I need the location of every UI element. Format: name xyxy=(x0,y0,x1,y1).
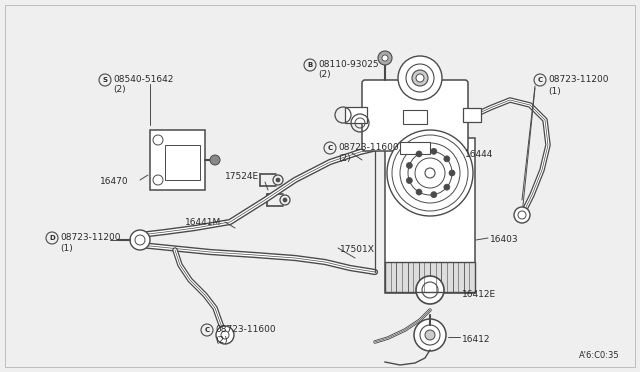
Text: 08723-11200: 08723-11200 xyxy=(60,233,120,242)
Circle shape xyxy=(276,178,280,182)
Text: 08723-11600: 08723-11600 xyxy=(215,325,276,334)
Text: (2): (2) xyxy=(113,85,125,94)
Bar xyxy=(441,262,452,292)
FancyBboxPatch shape xyxy=(362,80,468,151)
Bar xyxy=(150,130,205,190)
Circle shape xyxy=(283,198,287,202)
Text: (2): (2) xyxy=(338,154,351,163)
Circle shape xyxy=(416,276,444,304)
Bar xyxy=(452,262,464,292)
Text: S: S xyxy=(102,77,108,83)
Text: B: B xyxy=(307,62,312,68)
Bar xyxy=(385,138,475,293)
Circle shape xyxy=(444,184,450,190)
Circle shape xyxy=(431,148,437,154)
Circle shape xyxy=(130,230,150,250)
Bar xyxy=(464,262,475,292)
Circle shape xyxy=(406,163,412,169)
Text: 08723-11600: 08723-11600 xyxy=(338,143,399,152)
Circle shape xyxy=(416,151,422,157)
Bar xyxy=(403,110,427,124)
Circle shape xyxy=(444,156,450,162)
Bar xyxy=(165,145,200,180)
Bar xyxy=(385,262,396,292)
Circle shape xyxy=(425,330,435,340)
Circle shape xyxy=(210,155,220,165)
Circle shape xyxy=(416,189,422,195)
Bar xyxy=(430,262,441,292)
Text: (1): (1) xyxy=(548,87,561,96)
Bar xyxy=(419,262,430,292)
Text: 08540-51642: 08540-51642 xyxy=(113,75,173,84)
Bar xyxy=(385,262,475,292)
Text: (1): (1) xyxy=(60,244,73,253)
Text: 16403: 16403 xyxy=(490,235,518,244)
Text: 17524E: 17524E xyxy=(225,172,259,181)
Text: 16470: 16470 xyxy=(100,177,129,186)
Circle shape xyxy=(398,56,442,100)
Text: D: D xyxy=(49,235,55,241)
Circle shape xyxy=(382,55,388,61)
Circle shape xyxy=(514,207,530,223)
Text: (2): (2) xyxy=(215,336,228,345)
Text: C: C xyxy=(538,77,543,83)
Bar xyxy=(396,262,408,292)
Text: C: C xyxy=(204,327,209,333)
Circle shape xyxy=(412,70,428,86)
Text: 16412E: 16412E xyxy=(462,290,496,299)
Circle shape xyxy=(414,319,446,351)
Circle shape xyxy=(406,177,412,183)
Text: 17501X: 17501X xyxy=(340,245,375,254)
Bar xyxy=(463,108,481,122)
Text: 16441M: 16441M xyxy=(185,218,221,227)
Circle shape xyxy=(425,168,435,178)
Circle shape xyxy=(431,192,437,198)
Text: A'6:C0:35: A'6:C0:35 xyxy=(579,351,620,360)
Circle shape xyxy=(387,130,473,216)
Text: 16412: 16412 xyxy=(462,335,490,344)
Bar xyxy=(345,107,367,123)
Circle shape xyxy=(378,51,392,65)
Bar xyxy=(408,262,419,292)
Text: C: C xyxy=(328,145,333,151)
Text: (2): (2) xyxy=(318,70,331,79)
Circle shape xyxy=(416,74,424,82)
Text: 08110-93025: 08110-93025 xyxy=(318,60,379,69)
Bar xyxy=(400,142,430,154)
Circle shape xyxy=(216,326,234,344)
Text: 16444: 16444 xyxy=(465,150,493,159)
Text: 08723-11200: 08723-11200 xyxy=(548,75,609,84)
Circle shape xyxy=(449,170,455,176)
